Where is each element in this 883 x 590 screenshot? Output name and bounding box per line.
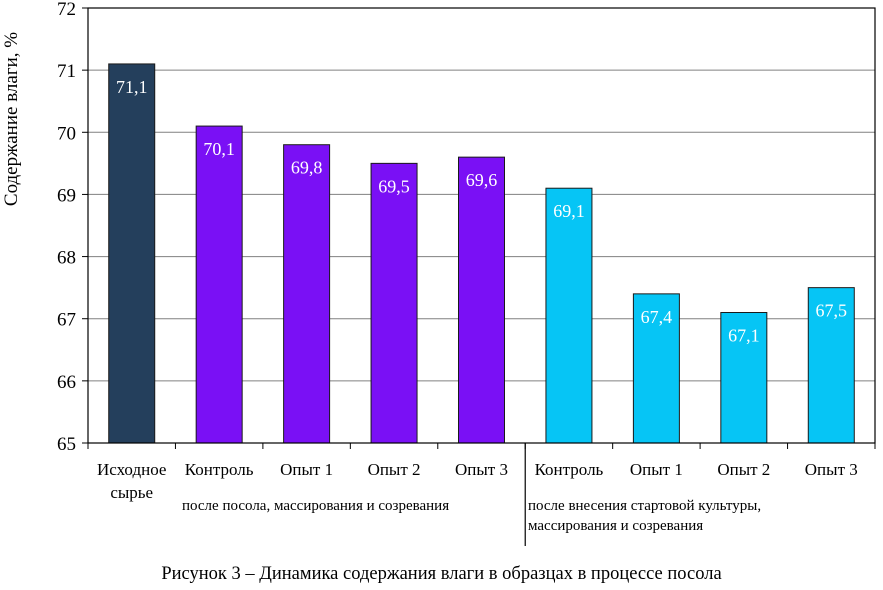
y-tick-label: 69 <box>57 185 76 206</box>
y-tick-label: 72 <box>57 0 76 20</box>
group-label-1: после посола, массирования и созревания <box>182 498 449 514</box>
bar <box>545 187 593 444</box>
category-labels: Исходное сырье Контроль Опыт 1 Опыт 2 Опыт 3 К… <box>97 460 858 502</box>
plot-frame <box>87 7 876 444</box>
bar-value-label: 69,1 <box>553 201 585 221</box>
group-label-2: массирования и созревания <box>528 518 703 534</box>
bar <box>720 312 768 444</box>
moisture-chart: 71,170,169,869,5 69,669,167,467,167,5 656… <box>1 0 876 546</box>
y-tick-label: 65 <box>57 434 76 455</box>
category-label: сырье <box>110 483 153 502</box>
bar <box>370 162 418 444</box>
y-tick-label: 66 <box>57 372 76 393</box>
y-tick-label: 71 <box>57 61 76 82</box>
category-label: Контроль <box>535 460 604 479</box>
bar-value-label: 70,1 <box>203 139 235 159</box>
bar-value-label: 69,8 <box>291 158 323 178</box>
group-labels: после посола, массирования и созревания п… <box>182 498 761 534</box>
axes <box>82 7 876 546</box>
category-label: Контроль <box>185 460 254 479</box>
bar-value-label: 69,6 <box>466 170 498 190</box>
y-tick-labels: 65 66 67 68 69 70 71 72 <box>57 0 76 455</box>
bar-value-label: 69,5 <box>378 176 410 196</box>
category-label: Исходное <box>97 460 166 479</box>
value-labels: 71,1 70,1 69,8 69,5 69,6 69,1 67,4 67,1 67,5 <box>116 77 847 346</box>
bar <box>195 125 243 444</box>
bar-value-label: 71,1 <box>116 77 148 97</box>
bar <box>458 156 505 444</box>
category-label: Опыт 2 <box>368 460 421 479</box>
category-label: Опыт 2 <box>717 460 770 479</box>
bar-value-label: 67,4 <box>641 307 673 327</box>
category-label: Опыт 1 <box>630 460 683 479</box>
bar <box>283 144 331 444</box>
y-tick-label: 70 <box>57 123 76 144</box>
bar-value-label: 67,5 <box>816 301 848 321</box>
y-tick-label: 68 <box>57 248 76 269</box>
bar-value-label: 67,1 <box>728 326 760 346</box>
y-axis-label: Содержание влаги, % <box>1 32 22 206</box>
category-label: Опыт 3 <box>455 460 508 479</box>
bars <box>108 63 855 444</box>
y-tick-label: 67 <box>57 310 76 331</box>
figure-caption: Рисунок 3 – Динамика содержания влаги в … <box>161 564 722 584</box>
category-label: Опыт 3 <box>805 460 858 479</box>
group-label-2: после внесения стартовой культуры, <box>528 498 761 514</box>
bar <box>632 293 680 444</box>
bar <box>807 287 855 444</box>
category-label: Опыт 1 <box>280 460 333 479</box>
bar <box>108 63 156 444</box>
